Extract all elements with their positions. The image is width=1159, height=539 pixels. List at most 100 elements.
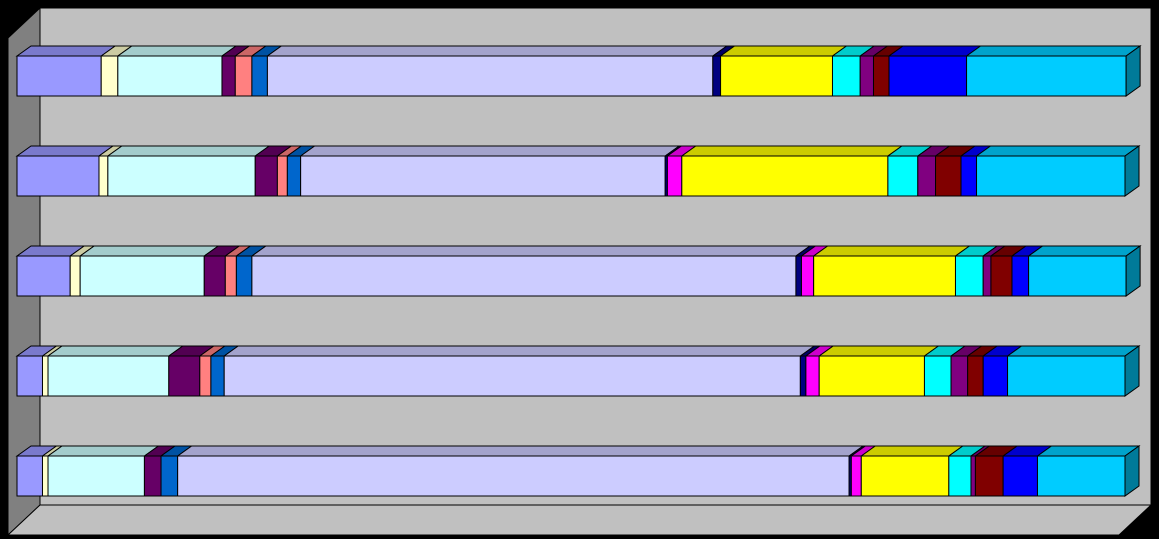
bar-segment-top <box>46 345 185 357</box>
bar-segment <box>950 355 969 397</box>
bar-segment <box>16 455 43 497</box>
bar-segment <box>966 55 1127 97</box>
bar-segment-top <box>859 445 965 457</box>
bar-segment <box>818 355 925 397</box>
bar-segment <box>251 55 268 97</box>
bar-end-cap <box>1125 45 1141 97</box>
bar-segment-top <box>15 145 115 157</box>
bar-segment <box>235 255 253 297</box>
bar-end-cap <box>1124 445 1140 497</box>
bar-segment <box>69 255 81 297</box>
bar-segment <box>300 155 666 197</box>
bar-segment-top <box>46 445 160 457</box>
bar-segment <box>800 255 815 297</box>
bar-segment <box>203 255 226 297</box>
bar-segment <box>177 455 850 497</box>
bar-segment-top <box>817 345 941 357</box>
bar-segment <box>168 355 201 397</box>
bar-segment <box>712 55 722 97</box>
bar-segment <box>16 55 102 97</box>
bar-segment <box>224 255 237 297</box>
bar-segment <box>954 255 984 297</box>
bar-segment <box>98 155 109 197</box>
bar-segment-top <box>887 45 983 57</box>
bar-segment <box>223 355 801 397</box>
bar-segment <box>160 455 179 497</box>
bar-segment <box>47 355 170 397</box>
bar-segment <box>872 55 890 97</box>
bar-segment <box>831 55 861 97</box>
bar-segment <box>799 355 807 397</box>
bar-segment <box>967 355 984 397</box>
bar-segment-top <box>812 245 972 257</box>
bar-segment-top <box>265 45 729 57</box>
bar-segment <box>887 155 919 197</box>
bar-segment <box>1036 455 1126 497</box>
bar-segment <box>1028 255 1127 297</box>
bar-segment <box>251 255 797 297</box>
bar-segment-top <box>1035 445 1141 457</box>
bar-segment <box>47 455 145 497</box>
bar-segment <box>860 455 950 497</box>
bar-segment <box>16 255 71 297</box>
bar-segment <box>948 455 972 497</box>
bar-segment <box>982 255 992 297</box>
bar-segment <box>859 55 874 97</box>
bar-segment <box>16 155 100 197</box>
bar-segment <box>888 55 968 97</box>
bar-segment <box>1007 355 1126 397</box>
bar-segment <box>107 155 256 197</box>
bar-end-cap <box>1124 145 1140 197</box>
bar-segment <box>666 155 683 197</box>
bar-segment <box>1011 255 1030 297</box>
bar-segment <box>276 155 288 197</box>
bar-segment-top <box>680 145 904 157</box>
bar-segment <box>795 255 802 297</box>
bar-segment-top <box>299 145 681 157</box>
bar-segment-top <box>106 145 271 157</box>
bar-segment <box>935 155 962 197</box>
bar-segment <box>990 255 1013 297</box>
bar-segment <box>960 155 978 197</box>
bar-segment-top <box>719 45 849 57</box>
bar-segment <box>286 155 302 197</box>
bar-segment-top <box>1005 345 1141 357</box>
bar-segment <box>16 355 43 397</box>
bar-segment-top <box>78 245 220 257</box>
bar-segment <box>266 55 714 97</box>
bar-segment <box>199 355 212 397</box>
bar-segment <box>974 455 1004 497</box>
bar-segment <box>100 55 119 97</box>
bar-segment <box>813 255 956 297</box>
bar-segment-top <box>250 245 812 257</box>
bar-segment <box>79 255 205 297</box>
bar-segment-top <box>964 45 1142 57</box>
bar-segment <box>254 155 278 197</box>
bar-segment <box>976 155 1126 197</box>
bar-segment-top <box>15 45 117 57</box>
bar-end-cap <box>1125 245 1141 297</box>
bar-segment <box>720 55 833 97</box>
bar-segment <box>805 355 820 397</box>
bar-end-cap <box>1124 345 1140 397</box>
bar-segment <box>234 55 253 97</box>
bar-segment <box>917 155 937 197</box>
bar-segment <box>982 355 1009 397</box>
bar-segment <box>923 355 952 397</box>
bar-segment-top <box>222 345 816 357</box>
bar-segment <box>143 455 162 497</box>
bar-segment <box>681 155 889 197</box>
bar-segment-top <box>1027 245 1142 257</box>
bar-segment <box>850 455 862 497</box>
bar-segment <box>41 455 49 497</box>
floor <box>6 504 1153 536</box>
bar-segment-top <box>116 45 238 57</box>
bar-segment <box>970 455 976 497</box>
bar-segment-top <box>974 145 1141 157</box>
bar-segment-top <box>176 445 865 457</box>
bar-segment <box>1002 455 1038 497</box>
bar-segment <box>210 355 225 397</box>
bar-segment <box>117 55 223 97</box>
